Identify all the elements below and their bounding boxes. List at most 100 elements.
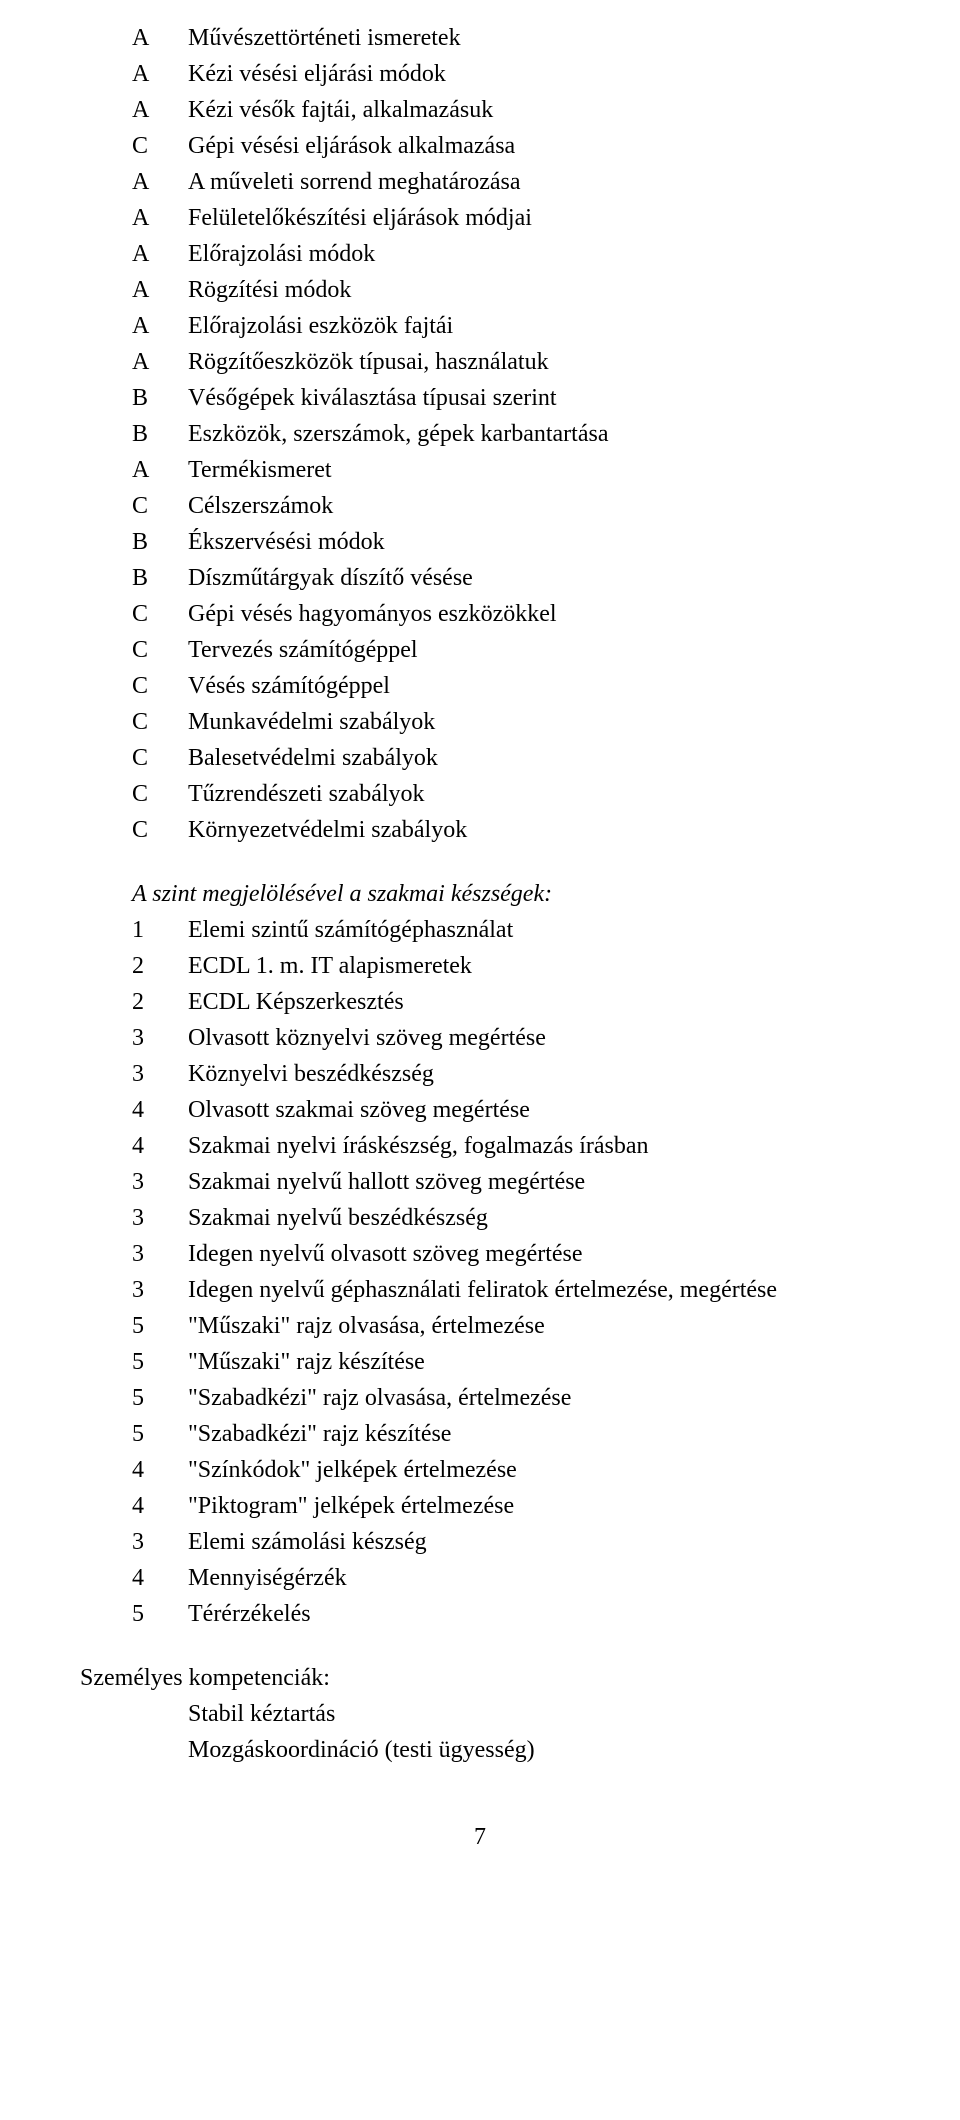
list-item: BÉkszervésési módok — [80, 524, 880, 560]
list-item: 5"Műszaki" rajz készítése — [80, 1344, 880, 1380]
list-item: 5"Szabadkézi" rajz olvasása, értelmezése — [80, 1380, 880, 1416]
list-item-text: Köznyelvi beszédkészség — [188, 1056, 880, 1092]
list-item-text: Rögzítőeszközök típusai, használatuk — [188, 344, 880, 380]
list-item: 4Olvasott szakmai szöveg megértése — [80, 1092, 880, 1128]
list-item-key: 4 — [80, 1488, 188, 1524]
list-item-key: C — [80, 632, 188, 668]
list-item-text: Eszközök, szerszámok, gépek karbantartás… — [188, 416, 880, 452]
list-item-key: A — [80, 164, 188, 200]
list-item-key: A — [80, 200, 188, 236]
list-item-text: "Szabadkézi" rajz készítése — [188, 1416, 880, 1452]
list-item-text: Munkavédelmi szabályok — [188, 704, 880, 740]
list-item-key: 4 — [80, 1092, 188, 1128]
list-item: 3Szakmai nyelvű hallott szöveg megértése — [80, 1164, 880, 1200]
list-item-text: A műveleti sorrend meghatározása — [188, 164, 880, 200]
section-heading-skills: A szint megjelölésével a szakmai készség… — [80, 876, 880, 912]
list-item-key: A — [80, 92, 188, 128]
list-item: CMunkavédelmi szabályok — [80, 704, 880, 740]
list-item-key: C — [80, 668, 188, 704]
list-item-text: Szakmai nyelvi íráskészség, fogalmazás í… — [188, 1128, 880, 1164]
competency-list-2: 1Elemi szintű számítógéphasználat2ECDL 1… — [80, 912, 880, 1632]
list-item-key: A — [80, 56, 188, 92]
list-item-text: "Műszaki" rajz olvasása, értelmezése — [188, 1308, 880, 1344]
list-item: 4Mennyiségérzék — [80, 1560, 880, 1596]
list-item-text: Vésés számítógéppel — [188, 668, 880, 704]
list-item: 5Térérzékelés — [80, 1596, 880, 1632]
list-item: 3Idegen nyelvű olvasott szöveg megértése — [80, 1236, 880, 1272]
list-item-text: "Szabadkézi" rajz olvasása, értelmezése — [188, 1380, 880, 1416]
list-item-key: A — [80, 236, 188, 272]
list-item-key: C — [80, 812, 188, 848]
list-item: CKörnyezetvédelmi szabályok — [80, 812, 880, 848]
list-item-key: 4 — [80, 1128, 188, 1164]
list-item: 1Elemi szintű számítógéphasználat — [80, 912, 880, 948]
list-item-text: Termékismeret — [188, 452, 880, 488]
section-heading-personal: Személyes kompetenciák: — [80, 1660, 880, 1696]
list-item-text: Ékszervésési módok — [188, 524, 880, 560]
list-item: AMűvészettörténeti ismeretek — [80, 20, 880, 56]
list-item-text: Előrajzolási módok — [188, 236, 880, 272]
list-item-key: 3 — [80, 1236, 188, 1272]
personal-competencies-list: Stabil kéztartásMozgáskoordináció (testi… — [80, 1696, 880, 1768]
list-item-text: Tűzrendészeti szabályok — [188, 776, 880, 812]
document-page: AMűvészettörténeti ismeretekAKézi vésési… — [0, 0, 960, 1891]
competency-list-1: AMűvészettörténeti ismeretekAKézi vésési… — [80, 20, 880, 848]
list-item-text: Előrajzolási eszközök fajtái — [188, 308, 880, 344]
list-item: AElőrajzolási eszközök fajtái — [80, 308, 880, 344]
list-item-text: Vésőgépek kiválasztása típusai szerint — [188, 380, 880, 416]
list-item-text: Balesetvédelmi szabályok — [188, 740, 880, 776]
list-item-text: "Színkódok" jelképek értelmezése — [188, 1452, 880, 1488]
list-item-key: 3 — [80, 1020, 188, 1056]
list-item: BEszközök, szerszámok, gépek karbantartá… — [80, 416, 880, 452]
list-item: ARögzítési módok — [80, 272, 880, 308]
list-item-text: ECDL 1. m. IT alapismeretek — [188, 948, 880, 984]
list-item: CGépi vésés hagyományos eszközökkel — [80, 596, 880, 632]
list-item: 3Szakmai nyelvű beszédkészség — [80, 1200, 880, 1236]
list-item-text: Olvasott köznyelvi szöveg megértése — [188, 1020, 880, 1056]
list-item: Mozgáskoordináció (testi ügyesség) — [80, 1732, 880, 1768]
list-item-text: Mennyiségérzék — [188, 1560, 880, 1596]
list-item: 2ECDL 1. m. IT alapismeretek — [80, 948, 880, 984]
list-item: CBalesetvédelmi szabályok — [80, 740, 880, 776]
page-number: 7 — [80, 1824, 880, 1851]
list-item: 4Szakmai nyelvi íráskészség, fogalmazás … — [80, 1128, 880, 1164]
list-item-text: Művészettörténeti ismeretek — [188, 20, 880, 56]
list-item-text: Tervezés számítógéppel — [188, 632, 880, 668]
list-item-key: 5 — [80, 1416, 188, 1452]
list-item-key: C — [80, 596, 188, 632]
list-item-text: ECDL Képszerkesztés — [188, 984, 880, 1020]
list-item-text: Elemi szintű számítógéphasználat — [188, 912, 880, 948]
list-item-text: "Piktogram" jelképek értelmezése — [188, 1488, 880, 1524]
list-item-key: A — [80, 308, 188, 344]
list-item: AFelületelőkészítési eljárások módjai — [80, 200, 880, 236]
list-item: Stabil kéztartás — [80, 1696, 880, 1732]
list-item-key: B — [80, 380, 188, 416]
list-item-text: Környezetvédelmi szabályok — [188, 812, 880, 848]
list-item: 2ECDL Képszerkesztés — [80, 984, 880, 1020]
list-item: BVésőgépek kiválasztása típusai szerint — [80, 380, 880, 416]
list-item-key: 5 — [80, 1596, 188, 1632]
list-item-text: Gépi vésés hagyományos eszközökkel — [188, 596, 880, 632]
list-item-key: 3 — [80, 1272, 188, 1308]
list-item-key: 2 — [80, 948, 188, 984]
list-item-key: 3 — [80, 1164, 188, 1200]
list-item: ATermékismeret — [80, 452, 880, 488]
list-item-key: B — [80, 560, 188, 596]
list-item-text: Díszműtárgyak díszítő vésése — [188, 560, 880, 596]
list-item: ARögzítőeszközök típusai, használatuk — [80, 344, 880, 380]
list-item-text: Elemi számolási készség — [188, 1524, 880, 1560]
list-item: CTervezés számítógéppel — [80, 632, 880, 668]
list-item-key: C — [80, 488, 188, 524]
list-item-key: 1 — [80, 912, 188, 948]
list-item: AA műveleti sorrend meghatározása — [80, 164, 880, 200]
list-item: AElőrajzolási módok — [80, 236, 880, 272]
list-item: BDíszműtárgyak díszítő vésése — [80, 560, 880, 596]
list-item: 5"Műszaki" rajz olvasása, értelmezése — [80, 1308, 880, 1344]
list-item: 4"Piktogram" jelképek értelmezése — [80, 1488, 880, 1524]
list-item-text: Idegen nyelvű olvasott szöveg megértése — [188, 1236, 880, 1272]
list-item-text: Térérzékelés — [188, 1596, 880, 1632]
list-item-key: 3 — [80, 1524, 188, 1560]
list-item: 3Elemi számolási készség — [80, 1524, 880, 1560]
list-item-text: "Műszaki" rajz készítése — [188, 1344, 880, 1380]
list-item: 3Idegen nyelvű géphasználati feliratok é… — [80, 1272, 880, 1308]
